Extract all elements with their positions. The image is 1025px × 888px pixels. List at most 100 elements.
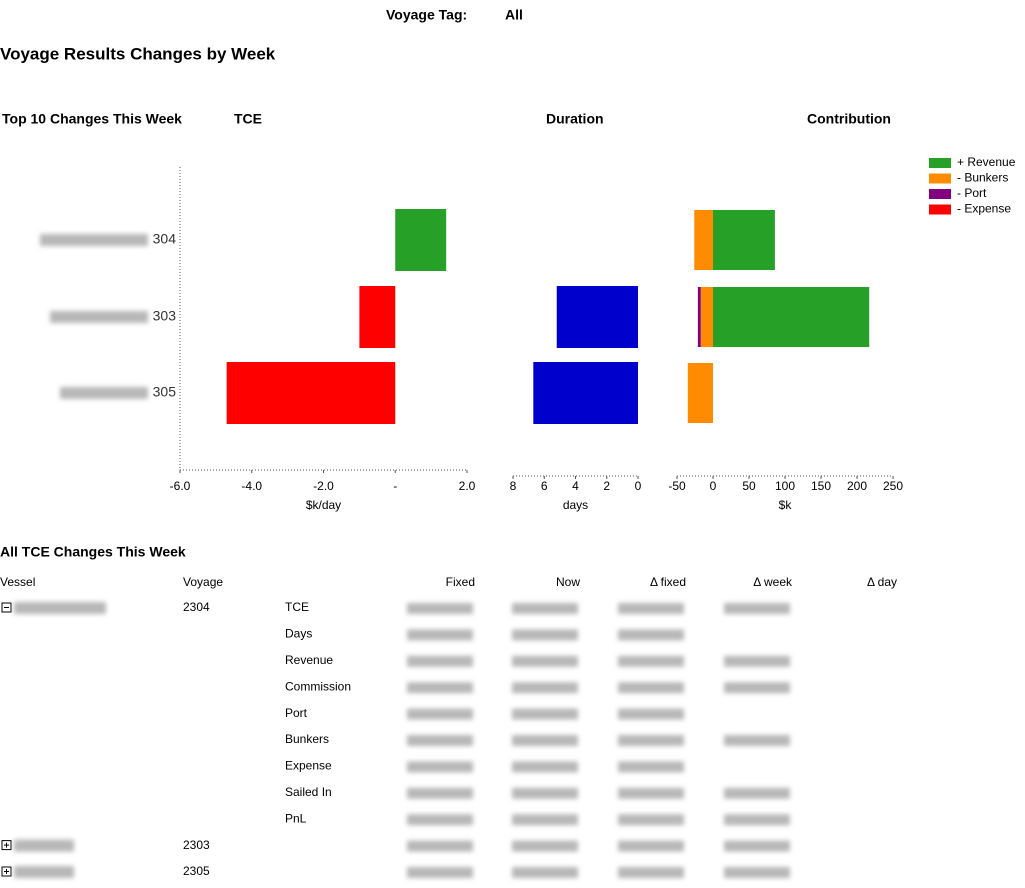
- legend-label: - Port: [957, 186, 987, 200]
- table-title: All TCE Changes This Week: [0, 544, 186, 560]
- blurred-value: [618, 840, 684, 852]
- x-tick-label: 4: [572, 479, 579, 493]
- blurred-vessel: [14, 839, 74, 852]
- blurred-value: [407, 787, 473, 799]
- blurred-value: [724, 603, 790, 614]
- blurred-value: [618, 629, 684, 641]
- column-header: Δ day: [867, 575, 897, 589]
- blurred-name: [60, 387, 148, 399]
- filter-value[interactable]: All: [505, 7, 523, 23]
- x-tick-label: 2.0: [459, 479, 476, 493]
- blurred-value: [618, 787, 684, 799]
- bar-segment: [700, 287, 713, 347]
- bar: [533, 362, 638, 424]
- blurred-value: [618, 761, 684, 773]
- metric-label: Commission: [285, 679, 351, 693]
- x-tick-label: 100: [775, 479, 795, 493]
- blurred-value: [724, 655, 790, 667]
- blurred-value: [407, 840, 473, 852]
- blurred-value: [512, 840, 578, 852]
- bar-segment: [694, 210, 713, 270]
- column-header: Fixed: [446, 575, 475, 589]
- x-tick-label: 6: [541, 479, 548, 493]
- column-header: Now: [556, 575, 580, 589]
- x-tick-label: 150: [811, 479, 831, 493]
- voyage: 2303: [183, 838, 210, 852]
- blurred-value: [407, 629, 473, 641]
- x-axis-label: $k/day: [306, 498, 341, 512]
- blurred-value: [724, 787, 790, 799]
- blurred-value: [724, 867, 790, 878]
- x-tick-label: -: [393, 479, 397, 493]
- blurred-value: [618, 867, 684, 878]
- filter-label: Voyage Tag:: [386, 7, 467, 23]
- x-tick-label: 250: [883, 479, 903, 493]
- chart-title: TCE: [234, 111, 262, 127]
- bar: [395, 209, 447, 271]
- metric-label: Revenue: [285, 653, 333, 667]
- legend-label: - Expense: [957, 202, 1011, 216]
- blurred-value: [512, 655, 578, 667]
- blurred-value: [407, 603, 473, 614]
- blurred-value: [512, 603, 578, 614]
- voyage: 2304: [183, 600, 210, 614]
- blurred-value: [724, 840, 790, 852]
- legend-swatch: [929, 189, 951, 199]
- x-tick-label: 0: [635, 479, 642, 493]
- metric-label: Port: [285, 706, 308, 720]
- blurred-name: [40, 234, 148, 246]
- legend-swatch: [929, 173, 951, 184]
- blurred-value: [724, 814, 790, 826]
- blurred-name: [50, 311, 148, 323]
- y-tick-label: 303: [153, 308, 177, 324]
- bar: [226, 362, 396, 424]
- blurred-value: [407, 655, 473, 667]
- x-tick-label: 200: [847, 479, 867, 493]
- x-tick-label: -50: [668, 479, 686, 493]
- blurred-value: [512, 867, 578, 878]
- blurred-value: [512, 735, 578, 746]
- blurred-value: [618, 735, 684, 746]
- blurred-value: [512, 814, 578, 826]
- x-tick-label: -6.0: [170, 479, 191, 493]
- blurred-value: [407, 708, 473, 720]
- x-axis-label: $k: [779, 498, 793, 512]
- y-tick-label: 305: [153, 384, 177, 400]
- blurred-value: [407, 735, 473, 746]
- blurred-value: [512, 761, 578, 773]
- metric-label: Expense: [285, 759, 332, 773]
- section-title: Top 10 Changes This Week: [2, 111, 182, 127]
- x-tick-label: -4.0: [241, 479, 262, 493]
- y-tick-label: 304: [153, 231, 177, 247]
- blurred-value: [512, 629, 578, 641]
- blurred-value: [618, 708, 684, 720]
- voyage: 2305: [183, 864, 210, 878]
- legend-label: + Revenue: [957, 155, 1016, 169]
- legend-label: - Bunkers: [957, 171, 1008, 185]
- x-tick-label: -2.0: [313, 479, 334, 493]
- chart-title: Contribution: [807, 111, 891, 127]
- x-tick-label: 0: [710, 479, 717, 493]
- column-header: Δ fixed: [650, 575, 686, 589]
- column-header: Vessel: [0, 575, 35, 589]
- legend-swatch: [929, 204, 951, 215]
- blurred-value: [618, 603, 684, 614]
- legend-swatch: [929, 158, 951, 168]
- metric-label: Days: [285, 627, 312, 641]
- blurred-value: [407, 682, 473, 694]
- chart-title: Duration: [546, 111, 604, 127]
- blurred-value: [512, 787, 578, 799]
- blurred-value: [618, 655, 684, 667]
- column-header: Voyage: [183, 575, 223, 589]
- blurred-value: [407, 814, 473, 826]
- blurred-value: [618, 682, 684, 694]
- bar-segment: [713, 210, 775, 270]
- metric-label: TCE: [285, 600, 309, 614]
- x-tick-label: 8: [510, 479, 517, 493]
- blurred-value: [512, 708, 578, 720]
- bar-segment: [697, 287, 701, 347]
- x-tick-label: 2: [603, 479, 610, 493]
- metric-label: Bunkers: [285, 732, 329, 746]
- bar: [556, 286, 638, 348]
- bar-segment: [713, 287, 870, 347]
